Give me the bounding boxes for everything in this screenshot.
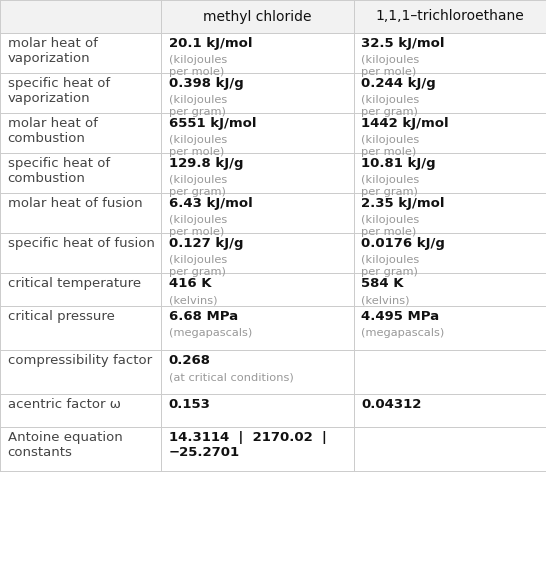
- Bar: [161, 0, 354, 33]
- Bar: [161, 113, 354, 153]
- Text: critical temperature: critical temperature: [8, 278, 141, 291]
- Text: (kelvins): (kelvins): [169, 295, 217, 305]
- Bar: [161, 73, 354, 113]
- Bar: [161, 394, 354, 427]
- Text: (kilojoules
per mole): (kilojoules per mole): [361, 135, 420, 157]
- Text: (kilojoules
per gram): (kilojoules per gram): [169, 255, 227, 277]
- Bar: [0, 350, 161, 394]
- Bar: [354, 394, 546, 427]
- Text: molar heat of
vaporization: molar heat of vaporization: [8, 38, 98, 66]
- Text: 4.495 MPa: 4.495 MPa: [361, 310, 440, 324]
- Text: compressibility factor: compressibility factor: [8, 355, 152, 368]
- Bar: [0, 306, 161, 350]
- Bar: [0, 427, 161, 471]
- Text: 0.0176 kJ/g: 0.0176 kJ/g: [361, 238, 446, 251]
- Bar: [161, 153, 354, 193]
- Bar: [0, 0, 161, 33]
- Text: 32.5 kJ/mol: 32.5 kJ/mol: [361, 38, 445, 51]
- Bar: [0, 33, 161, 73]
- Text: 0.268: 0.268: [169, 355, 211, 368]
- Text: (megapascals): (megapascals): [169, 328, 252, 338]
- Text: 416 K: 416 K: [169, 278, 211, 291]
- Text: (kilojoules
per mole): (kilojoules per mole): [361, 215, 420, 237]
- Bar: [354, 153, 546, 193]
- Bar: [354, 233, 546, 273]
- Text: 10.81 kJ/g: 10.81 kJ/g: [361, 157, 436, 170]
- Text: (kilojoules
per gram): (kilojoules per gram): [361, 175, 420, 197]
- Text: (kilojoules
per gram): (kilojoules per gram): [361, 96, 420, 117]
- Bar: [354, 427, 546, 471]
- Text: 0.04312: 0.04312: [361, 398, 422, 411]
- Text: 1,1,1–trichloroethane: 1,1,1–trichloroethane: [376, 10, 524, 24]
- Bar: [161, 33, 354, 73]
- Text: methyl chloride: methyl chloride: [203, 10, 312, 24]
- Text: (at critical conditions): (at critical conditions): [169, 372, 293, 382]
- Text: (kilojoules
per gram): (kilojoules per gram): [361, 255, 420, 277]
- Text: 20.1 kJ/mol: 20.1 kJ/mol: [169, 38, 252, 51]
- Bar: [354, 306, 546, 350]
- Text: 584 K: 584 K: [361, 278, 404, 291]
- Bar: [354, 273, 546, 306]
- Text: (kilojoules
per mole): (kilojoules per mole): [169, 55, 227, 77]
- Bar: [0, 113, 161, 153]
- Text: (megapascals): (megapascals): [361, 328, 444, 338]
- Text: 14.3114  |  2170.02  |
−25.2701: 14.3114 | 2170.02 | −25.2701: [169, 432, 327, 460]
- Bar: [0, 193, 161, 233]
- Text: molar heat of fusion: molar heat of fusion: [8, 197, 143, 211]
- Text: specific heat of
combustion: specific heat of combustion: [8, 157, 110, 185]
- Bar: [0, 273, 161, 306]
- Text: (kilojoules
per gram): (kilojoules per gram): [169, 96, 227, 117]
- Text: 129.8 kJ/g: 129.8 kJ/g: [169, 157, 243, 170]
- Text: (kelvins): (kelvins): [361, 295, 410, 305]
- Bar: [161, 273, 354, 306]
- Bar: [354, 193, 546, 233]
- Text: (kilojoules
per gram): (kilojoules per gram): [169, 175, 227, 197]
- Bar: [161, 193, 354, 233]
- Text: 6551 kJ/mol: 6551 kJ/mol: [169, 117, 256, 130]
- Text: 0.153: 0.153: [169, 398, 211, 411]
- Bar: [0, 394, 161, 427]
- Text: acentric factor ω: acentric factor ω: [8, 398, 121, 411]
- Bar: [161, 350, 354, 394]
- Text: 1442 kJ/mol: 1442 kJ/mol: [361, 117, 449, 130]
- Text: 6.68 MPa: 6.68 MPa: [169, 310, 238, 324]
- Bar: [354, 113, 546, 153]
- Bar: [0, 73, 161, 113]
- Text: specific heat of
vaporization: specific heat of vaporization: [8, 78, 110, 106]
- Bar: [161, 427, 354, 471]
- Text: Antoine equation
constants: Antoine equation constants: [8, 432, 122, 460]
- Text: (kilojoules
per mole): (kilojoules per mole): [169, 135, 227, 157]
- Text: 2.35 kJ/mol: 2.35 kJ/mol: [361, 197, 445, 211]
- Bar: [354, 0, 546, 33]
- Text: specific heat of fusion: specific heat of fusion: [8, 238, 155, 251]
- Text: (kilojoules
per mole): (kilojoules per mole): [169, 215, 227, 237]
- Text: molar heat of
combustion: molar heat of combustion: [8, 117, 98, 146]
- Bar: [0, 233, 161, 273]
- Text: 0.127 kJ/g: 0.127 kJ/g: [169, 238, 243, 251]
- Bar: [354, 33, 546, 73]
- Text: 0.244 kJ/g: 0.244 kJ/g: [361, 78, 436, 90]
- Bar: [161, 233, 354, 273]
- Text: 6.43 kJ/mol: 6.43 kJ/mol: [169, 197, 252, 211]
- Text: 0.398 kJ/g: 0.398 kJ/g: [169, 78, 244, 90]
- Bar: [0, 153, 161, 193]
- Text: critical pressure: critical pressure: [8, 310, 115, 324]
- Bar: [354, 73, 546, 113]
- Bar: [354, 350, 546, 394]
- Text: (kilojoules
per mole): (kilojoules per mole): [361, 55, 420, 77]
- Bar: [161, 306, 354, 350]
